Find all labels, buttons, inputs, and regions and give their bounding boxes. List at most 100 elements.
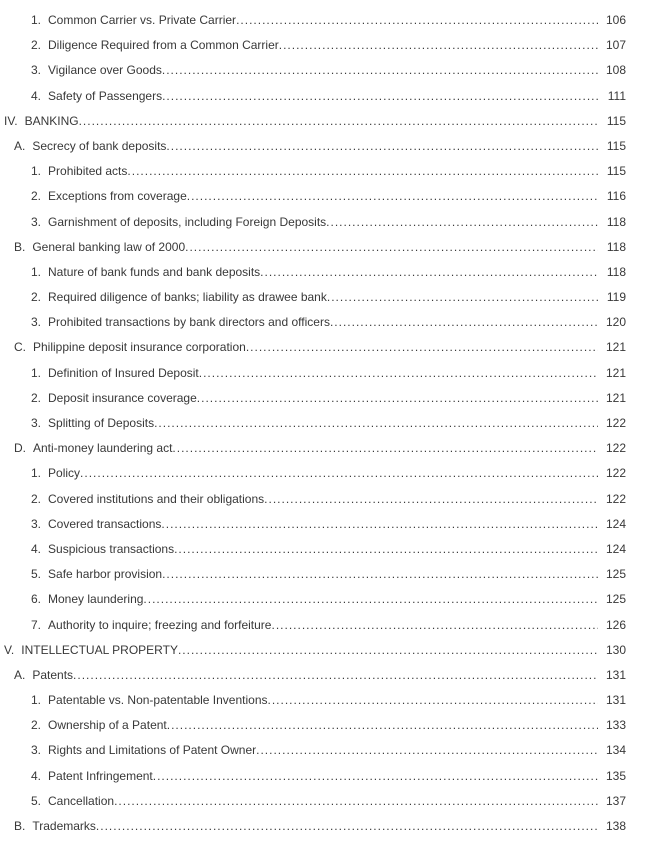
toc-entry[interactable]: 3. Garnishment of deposits, including Fo…	[4, 210, 626, 235]
toc-entry-number: 5.	[31, 793, 42, 808]
toc-entry-page: 137	[605, 793, 626, 808]
toc-entry[interactable]: 1. Patentable vs. Non-patentable Inventi…	[4, 688, 626, 713]
toc-entry-number: 1.	[31, 264, 42, 279]
toc-entry[interactable]: 6. Money laundering 125	[4, 587, 626, 612]
toc-entry[interactable]: A. Patents 131	[4, 663, 626, 688]
toc-entry[interactable]: IV. BANKING 115	[4, 109, 626, 134]
dot-leader	[153, 764, 598, 789]
toc-entry[interactable]: B. General banking law of 2000 118	[4, 235, 626, 260]
toc-entry[interactable]: 1. Common Carrier vs. Private Carrier 10…	[4, 8, 626, 33]
dot-leader	[264, 487, 598, 512]
toc-entry-label: BANKING	[24, 113, 79, 128]
dot-leader	[114, 789, 598, 814]
toc-entry[interactable]: A. Secrecy of bank deposits 115	[4, 134, 626, 159]
toc-entry-number: 2.	[31, 38, 42, 53]
toc-entry-page: 115	[606, 138, 626, 153]
toc-entry[interactable]: 7. Authority to inquire; freezing and fo…	[4, 613, 626, 638]
toc-entry-label: Patents	[32, 667, 74, 682]
dot-leader	[197, 386, 598, 411]
dot-leader	[271, 613, 598, 638]
dot-leader	[161, 512, 598, 537]
toc-entry[interactable]: 1. Prohibited acts 115	[4, 159, 626, 184]
toc-entry[interactable]: 4. Suspicious transactions 124	[4, 537, 626, 562]
toc-entry-page: 122	[605, 441, 626, 456]
toc-entry-number: 2.	[31, 189, 42, 204]
toc-entry-label: Required diligence of banks; liability a…	[48, 290, 327, 305]
toc-entry-label: Patent Infringement	[48, 768, 153, 783]
dot-leader	[172, 436, 598, 461]
toc-entry-page: 126	[605, 617, 626, 632]
toc-entry-page: 134	[605, 743, 626, 758]
dot-leader	[246, 335, 598, 360]
dot-leader	[79, 109, 598, 134]
toc-entry-page: 121	[605, 390, 626, 405]
toc-entry-page: 122	[605, 416, 626, 430]
toc-entry[interactable]: 1. Policy 122	[4, 461, 626, 486]
toc-entry-page: 108	[605, 63, 626, 78]
dot-leader	[256, 738, 598, 763]
dot-leader	[327, 285, 598, 310]
toc-entry[interactable]: 2. Exceptions from coverage 116	[4, 184, 626, 209]
toc-entry[interactable]: 2. Diligence Required from a Common Carr…	[4, 33, 626, 58]
toc-entry[interactable]: 3. Prohibited transactions by bank direc…	[4, 310, 626, 335]
toc-entry-number: 3.	[31, 315, 42, 330]
toc-entry[interactable]: 2. Required diligence of banks; liabilit…	[4, 285, 626, 310]
toc-entry-number: C.	[14, 340, 26, 355]
dot-leader	[178, 638, 598, 663]
toc-entry-label: Ownership of a Patent	[48, 718, 167, 733]
toc-entry-page: 106	[605, 13, 626, 27]
toc-entry-page: 116	[606, 189, 626, 204]
toc-entry[interactable]: C. Philippine deposit insurance corporat…	[4, 335, 626, 360]
dot-leader	[326, 210, 598, 235]
toc-entry-number: 5.	[31, 567, 42, 582]
toc-entry-number: 3.	[31, 416, 42, 430]
toc-entry[interactable]: 5. Cancellation 137	[4, 789, 626, 814]
toc-entry-page: 131	[605, 667, 626, 682]
toc-entry[interactable]: 3. Covered transactions 124	[4, 512, 626, 537]
toc-entry-label: Common Carrier vs. Private Carrier	[48, 13, 237, 27]
toc-entry-number: 2.	[31, 290, 42, 305]
toc-entry[interactable]: 2. Ownership of a Patent 133	[4, 713, 626, 738]
toc-entry[interactable]: 4. Safety of Passengers 111	[4, 84, 626, 109]
toc-entry-label: Diligence Required from a Common Carrier	[48, 38, 279, 53]
toc-entry-page: 125	[605, 567, 626, 582]
dot-leader	[268, 688, 599, 713]
dot-leader	[185, 235, 598, 260]
toc-entry-number: 3.	[31, 516, 42, 531]
toc-entry-number: 4.	[31, 88, 42, 103]
toc-entry-page: 138	[605, 819, 626, 833]
toc-entry[interactable]: 3. Vigilance over Goods 108	[4, 58, 626, 83]
toc-entry[interactable]: 5. Safe harbor provision 125	[4, 562, 626, 587]
toc-entry[interactable]: 3. Rights and Limitations of Patent Owne…	[4, 738, 626, 763]
toc-entry-label: Authority to inquire; freezing and forfe…	[48, 617, 272, 632]
toc-entry-label: Garnishment of deposits, including Forei…	[48, 214, 327, 229]
toc-entry[interactable]: 3. Splitting of Deposits 122	[4, 411, 626, 436]
toc-entry-label: Policy	[48, 466, 81, 481]
toc-entry[interactable]: 2. Covered institutions and their obliga…	[4, 487, 626, 512]
toc-entry[interactable]: D. Anti-money laundering act 122	[4, 436, 626, 461]
toc-entry-label: Safety of Passengers	[48, 88, 163, 103]
toc-entry[interactable]: 4. Patent Infringement 135	[4, 764, 626, 789]
toc-entry-label: Prohibited acts	[48, 164, 128, 179]
toc-entry[interactable]: 1. Nature of bank funds and bank deposit…	[4, 260, 626, 285]
toc-entry[interactable]: V. INTELLECTUAL PROPERTY 130	[4, 638, 626, 663]
toc-entry-page: 118	[606, 264, 626, 279]
toc-entry[interactable]: B. Trademarks 138	[4, 814, 626, 839]
dot-leader	[187, 184, 598, 209]
toc-entry-label: Trademarks	[32, 819, 96, 833]
toc-entry[interactable]: 2. Deposit insurance coverage 121	[4, 386, 626, 411]
dot-leader	[80, 461, 598, 486]
toc-entry-page: 133	[605, 718, 626, 733]
toc-entry-page: 124	[605, 541, 626, 556]
dot-leader	[154, 411, 598, 436]
toc-entry[interactable]: 1. Definition of Insured Deposit 121	[4, 361, 626, 386]
dot-leader	[127, 159, 598, 184]
toc-entry-number: 2.	[31, 718, 42, 733]
toc-entry-number: 6.	[31, 592, 42, 607]
toc-entry-number: 1.	[31, 466, 42, 481]
toc-entry-label: Suspicious transactions	[48, 541, 175, 556]
toc-entry-label: Philippine deposit insurance corporation	[33, 340, 246, 355]
toc-entry-label: Cancellation	[48, 793, 115, 808]
toc-entry-label: Deposit insurance coverage	[48, 390, 197, 405]
toc-entry-label: Covered institutions and their obligatio…	[48, 491, 265, 506]
